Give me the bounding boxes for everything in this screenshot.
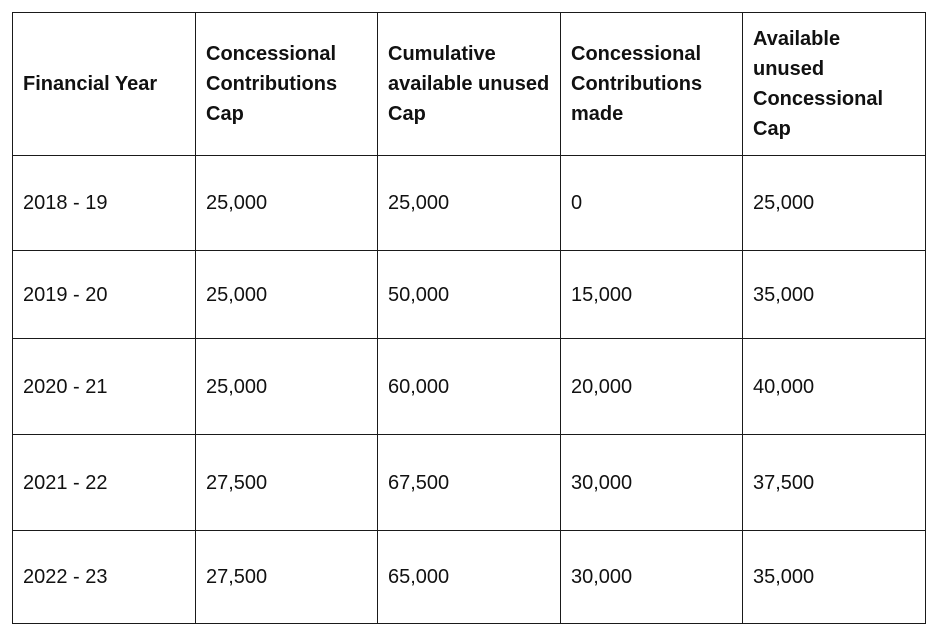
table-row: 2018 - 19 25,000 25,000 0 25,000 — [12, 155, 926, 251]
cell-contributions-cap: 25,000 — [195, 155, 378, 251]
cell-cumulative-unused-cap: 25,000 — [377, 155, 561, 251]
table-body: 2018 - 19 25,000 25,000 0 25,000 2019 - … — [12, 155, 926, 624]
cell-contributions-made: 30,000 — [560, 530, 743, 624]
header-row: Financial Year Concessional Contribution… — [12, 12, 926, 156]
cell-available-unused-cap: 35,000 — [742, 530, 926, 624]
cell-contributions-cap: 27,500 — [195, 434, 378, 531]
header-concessional-contributions-made: Concessional Contributions made — [560, 12, 743, 156]
cell-financial-year: 2022 - 23 — [12, 530, 196, 624]
table-row: 2019 - 20 25,000 50,000 15,000 35,000 — [12, 250, 926, 339]
cell-cumulative-unused-cap: 65,000 — [377, 530, 561, 624]
cell-contributions-cap: 25,000 — [195, 338, 378, 435]
cell-financial-year: 2021 - 22 — [12, 434, 196, 531]
table-row: 2020 - 21 25,000 60,000 20,000 40,000 — [12, 338, 926, 435]
cell-financial-year: 2020 - 21 — [12, 338, 196, 435]
table-row: 2022 - 23 27,500 65,000 30,000 35,000 — [12, 530, 926, 624]
table-row: 2021 - 22 27,500 67,500 30,000 37,500 — [12, 434, 926, 531]
cell-financial-year: 2018 - 19 — [12, 155, 196, 251]
cell-cumulative-unused-cap: 60,000 — [377, 338, 561, 435]
cell-available-unused-cap: 35,000 — [742, 250, 926, 339]
header-concessional-contributions-cap: Concessional Contributions Cap — [195, 12, 378, 156]
concessional-contributions-table: Financial Year Concessional Contribution… — [12, 12, 926, 624]
cell-cumulative-unused-cap: 67,500 — [377, 434, 561, 531]
header-cumulative-available-unused-cap: Cumulative available unused Cap — [377, 12, 561, 156]
cell-contributions-cap: 27,500 — [195, 530, 378, 624]
cell-available-unused-cap: 25,000 — [742, 155, 926, 251]
cell-available-unused-cap: 37,500 — [742, 434, 926, 531]
cell-cumulative-unused-cap: 50,000 — [377, 250, 561, 339]
cell-financial-year: 2019 - 20 — [12, 250, 196, 339]
cell-available-unused-cap: 40,000 — [742, 338, 926, 435]
header-available-unused-concessional-cap: Available unused Concessional Cap — [742, 12, 926, 156]
cell-contributions-made: 20,000 — [560, 338, 743, 435]
cell-contributions-cap: 25,000 — [195, 250, 378, 339]
cell-contributions-made: 15,000 — [560, 250, 743, 339]
header-financial-year: Financial Year — [12, 12, 196, 156]
cell-contributions-made: 0 — [560, 155, 743, 251]
table-header: Financial Year Concessional Contribution… — [12, 12, 926, 156]
cell-contributions-made: 30,000 — [560, 434, 743, 531]
